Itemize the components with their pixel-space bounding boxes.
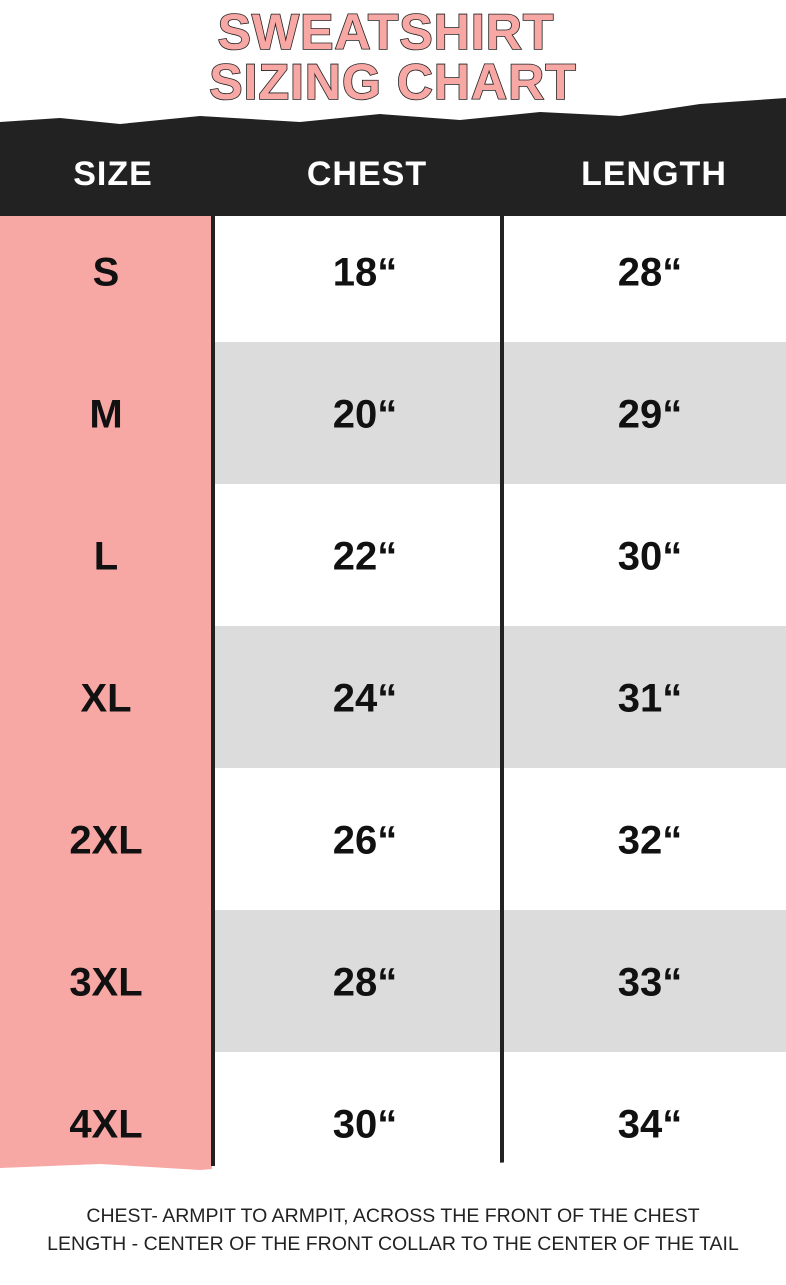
divider: [500, 216, 504, 1182]
size-label: 2XL: [69, 819, 142, 863]
size-label: S: [93, 251, 120, 295]
measurement: 30“: [618, 535, 683, 579]
measurement: 22“: [333, 535, 398, 579]
size-label: XL: [80, 677, 131, 721]
size-label: M: [89, 393, 122, 437]
size-column: [0, 216, 212, 1170]
measurement: 32“: [618, 819, 683, 863]
measurement: 26“: [333, 819, 398, 863]
measurement: 33“: [618, 961, 683, 1005]
note: CHEST- ARMPIT TO ARMPIT, ACROSS THE FRON…: [86, 1205, 699, 1227]
measurement: 34“: [618, 1103, 683, 1147]
header-band: [0, 98, 786, 216]
column-header: LENGTH: [581, 155, 727, 193]
measurement: 24“: [333, 677, 398, 721]
measurement: 28“: [333, 961, 398, 1005]
note: LENGTH - CENTER OF THE FRONT COLLAR TO T…: [47, 1233, 739, 1255]
measurement: 18“: [333, 251, 398, 295]
title-line: SWEATSHIRT: [218, 4, 555, 60]
torn-edge: [0, 1160, 786, 1190]
title-line: SIZING CHART: [209, 54, 577, 110]
size-label: L: [94, 535, 118, 579]
measurement: 28“: [618, 251, 683, 295]
size-label: 3XL: [69, 961, 142, 1005]
column-header: SIZE: [73, 155, 153, 193]
measurement: 30“: [333, 1103, 398, 1147]
divider: [211, 216, 215, 1166]
measurement: 29“: [618, 393, 683, 437]
table-body: S 18“ 28“ M 20“ 29“ L 22“ 30“ XL 24“ 31“ 2XL 26“ 32“ 3X…: [0, 216, 786, 1182]
measurement: 20“: [333, 393, 398, 437]
measurement: 31“: [618, 677, 683, 721]
column-header: CHEST: [307, 155, 427, 193]
size-label: 4XL: [69, 1103, 142, 1147]
